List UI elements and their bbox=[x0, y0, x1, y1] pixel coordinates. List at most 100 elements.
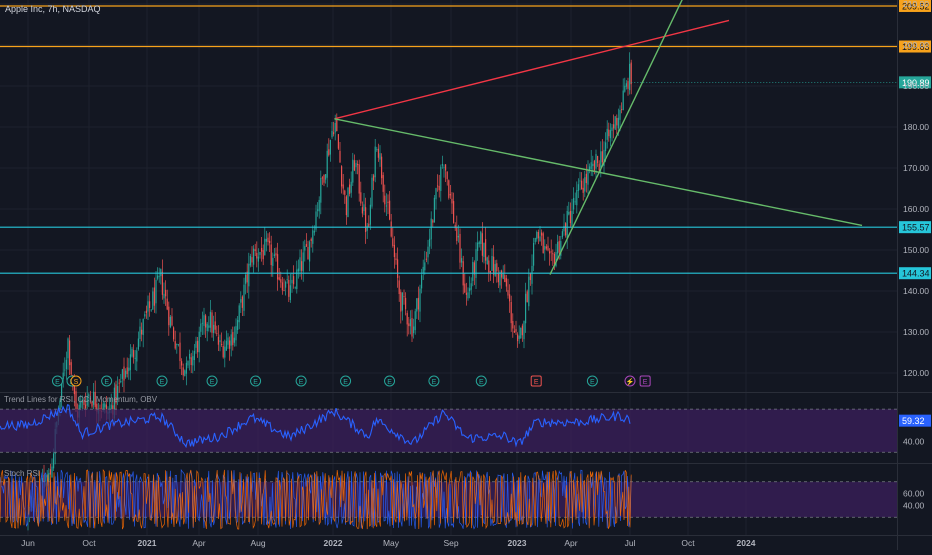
candle-body bbox=[213, 324, 215, 333]
candle-body bbox=[233, 337, 235, 343]
candle-body bbox=[333, 132, 335, 135]
candle-body bbox=[259, 251, 261, 255]
candle-body bbox=[467, 292, 469, 299]
x-tick-label: Jun bbox=[21, 538, 35, 548]
candle-body bbox=[269, 240, 271, 244]
candle-body bbox=[510, 301, 512, 324]
candle-body bbox=[229, 340, 231, 349]
candle-body bbox=[595, 154, 597, 169]
candle-body bbox=[283, 290, 285, 291]
candle-body bbox=[209, 311, 211, 328]
candle-body bbox=[237, 319, 239, 331]
candle-body bbox=[416, 298, 418, 312]
candle-body bbox=[214, 321, 216, 330]
y-tick-label: 120.00 bbox=[903, 368, 929, 378]
candle-body bbox=[309, 241, 311, 262]
candle-body bbox=[459, 233, 461, 263]
candle-body bbox=[243, 284, 245, 311]
candle-body bbox=[238, 305, 240, 323]
stoch-d-line bbox=[0, 468, 632, 530]
candle-body bbox=[174, 341, 176, 349]
event-marker-letter: E bbox=[210, 379, 215, 386]
candle-body bbox=[198, 331, 200, 353]
candle-body bbox=[113, 387, 115, 419]
candle-body bbox=[208, 325, 210, 328]
candle-body bbox=[216, 333, 218, 334]
candle-body bbox=[625, 83, 627, 87]
candle-body bbox=[608, 129, 610, 137]
candle-body bbox=[184, 370, 186, 376]
candle-body bbox=[403, 296, 405, 297]
candle-body bbox=[512, 320, 514, 329]
event-marker-icon bbox=[639, 375, 651, 387]
candle-body bbox=[192, 356, 194, 366]
candle-body bbox=[337, 134, 339, 149]
candle-body bbox=[145, 310, 147, 314]
candle-body bbox=[270, 244, 272, 266]
candle-body bbox=[205, 315, 207, 328]
candle-body bbox=[73, 384, 75, 395]
candle-body bbox=[157, 275, 159, 279]
candle-body bbox=[520, 327, 522, 339]
candle-body bbox=[203, 315, 205, 326]
y-tick-label: 160.00 bbox=[903, 204, 929, 214]
price-label-bg bbox=[899, 0, 931, 12]
x-tick-label: May bbox=[383, 538, 400, 548]
candle-body bbox=[472, 261, 474, 281]
event-marker-letter: E bbox=[343, 379, 348, 386]
candle-body bbox=[357, 163, 359, 166]
candle-body bbox=[385, 205, 387, 207]
candle-body bbox=[358, 164, 360, 194]
rsi-band bbox=[0, 409, 897, 453]
candle-body bbox=[371, 177, 373, 207]
candle-body bbox=[318, 199, 320, 212]
candle-body bbox=[576, 190, 578, 206]
event-marker-letter: E bbox=[55, 379, 60, 386]
candle-body bbox=[553, 253, 555, 265]
candle-body bbox=[281, 282, 283, 291]
candle-body bbox=[325, 174, 327, 180]
candle-body bbox=[552, 253, 554, 255]
stoch-y-tick-label: 40.00 bbox=[903, 500, 925, 510]
candle-body bbox=[163, 293, 165, 299]
x-tick-label: 2022 bbox=[324, 538, 343, 548]
candle-body bbox=[67, 338, 69, 359]
candle-body bbox=[254, 249, 256, 251]
candle-body bbox=[69, 340, 71, 366]
candle-body bbox=[405, 297, 407, 310]
candle-body bbox=[555, 252, 557, 267]
event-marker-icon bbox=[70, 375, 82, 387]
candle-body bbox=[585, 173, 587, 184]
candle-body bbox=[88, 394, 90, 397]
candle-body bbox=[475, 249, 477, 278]
candle-body bbox=[569, 211, 571, 224]
event-marker-letter: E bbox=[479, 379, 484, 386]
candle-body bbox=[549, 251, 551, 254]
candle-body bbox=[150, 309, 152, 311]
candle-body bbox=[251, 257, 253, 263]
candle-body bbox=[515, 329, 517, 332]
candle-body bbox=[443, 167, 445, 169]
candle-body bbox=[486, 257, 488, 265]
horizontal-level-label: 199.63 bbox=[902, 42, 930, 52]
candle-body bbox=[171, 316, 173, 326]
candle-body bbox=[577, 184, 579, 191]
candle-body bbox=[267, 237, 269, 242]
event-marker-icon bbox=[156, 375, 168, 387]
candle-body bbox=[558, 240, 560, 253]
candle-body bbox=[539, 236, 541, 242]
event-marker-letter: E bbox=[104, 379, 109, 386]
candle-body bbox=[315, 211, 317, 230]
candle-body bbox=[302, 252, 304, 272]
candle-body bbox=[437, 185, 439, 187]
candle-body bbox=[411, 317, 413, 337]
candle-body bbox=[147, 301, 149, 312]
candle-body bbox=[169, 316, 171, 328]
candle-body bbox=[624, 85, 626, 92]
candle-body bbox=[347, 187, 349, 217]
candle-body bbox=[400, 291, 402, 312]
rsi-y-tick-label: 40.00 bbox=[903, 436, 925, 446]
candle-body bbox=[557, 241, 559, 254]
